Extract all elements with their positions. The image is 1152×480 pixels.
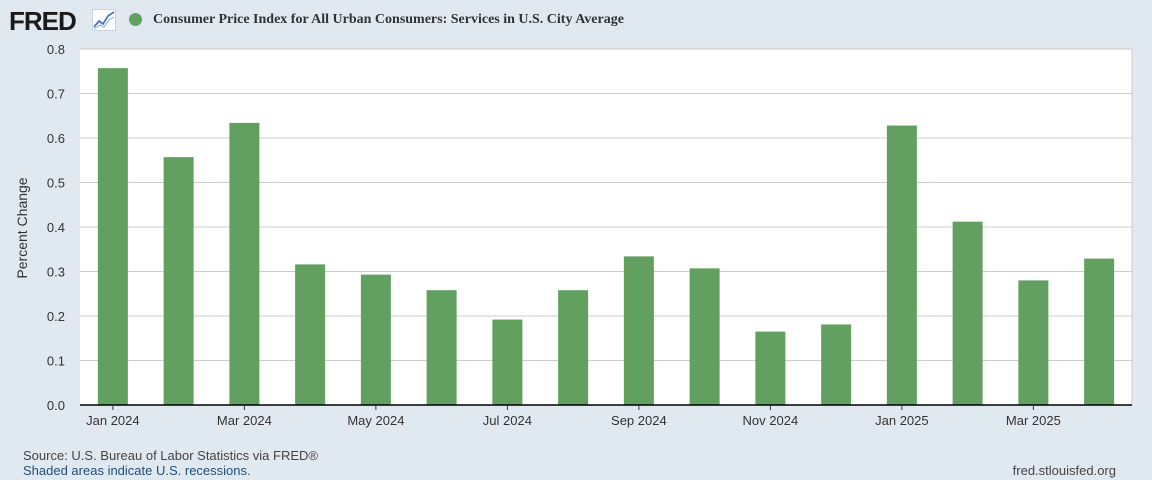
x-tick-label: May 2024 [347, 413, 404, 428]
x-tick-label: Jan 2024 [86, 413, 140, 428]
bar-apr-2024[interactable] [295, 264, 326, 405]
website-link[interactable]: fred.stlouisfed.org [1012, 463, 1116, 478]
bar-mar-2024[interactable] [229, 122, 260, 406]
y-tick-label: 0.7 [47, 87, 65, 102]
legend-marker [129, 13, 142, 26]
y-tick-label: 0.1 [47, 354, 65, 369]
x-tick-label: Sep 2024 [611, 413, 667, 428]
chart-title: Consumer Price Index for All Urban Consu… [153, 12, 624, 27]
x-tick-label: Mar 2024 [217, 413, 272, 428]
bar-sep-2024[interactable] [623, 256, 654, 405]
x-tick-label: Nov 2024 [743, 413, 799, 428]
bar-aug-2024[interactable] [558, 290, 589, 405]
x-tick-label: Mar 2025 [1006, 413, 1061, 428]
bar-jan-2024[interactable] [97, 68, 128, 405]
x-tick-label: Jul 2024 [483, 413, 532, 428]
bar-jul-2024[interactable] [492, 319, 523, 405]
y-tick-label: 0.8 [47, 42, 65, 57]
bar-jan-2025[interactable] [886, 125, 917, 405]
y-tick-label: 0.2 [47, 309, 65, 324]
fred-logo[interactable]: FRED [9, 6, 77, 36]
y-tick-label: 0.6 [47, 131, 65, 146]
source-note: Source: U.S. Bureau of Labor Statistics … [23, 448, 318, 463]
y-tick-label: 0.5 [47, 176, 65, 191]
bar-jun-2024[interactable] [426, 290, 457, 405]
bar-mar-2025[interactable] [1018, 280, 1049, 405]
x-tick-label: Jan 2025 [875, 413, 929, 428]
bar-may-2024[interactable] [360, 274, 391, 405]
bar-oct-2024[interactable] [689, 268, 720, 405]
recession-note: Shaded areas indicate U.S. recessions. [23, 463, 251, 478]
y-tick-label: 0.0 [47, 398, 65, 413]
bar-feb-2025[interactable] [952, 221, 983, 405]
bar-apr-2025[interactable] [1084, 258, 1115, 405]
y-tick-label: 0.3 [47, 265, 65, 280]
bar-dec-2024[interactable] [821, 324, 852, 405]
chart-line-icon [92, 9, 116, 31]
bar-feb-2024[interactable] [163, 157, 194, 405]
y-tick-label: 0.4 [47, 220, 65, 235]
bar-nov-2024[interactable] [755, 331, 786, 405]
